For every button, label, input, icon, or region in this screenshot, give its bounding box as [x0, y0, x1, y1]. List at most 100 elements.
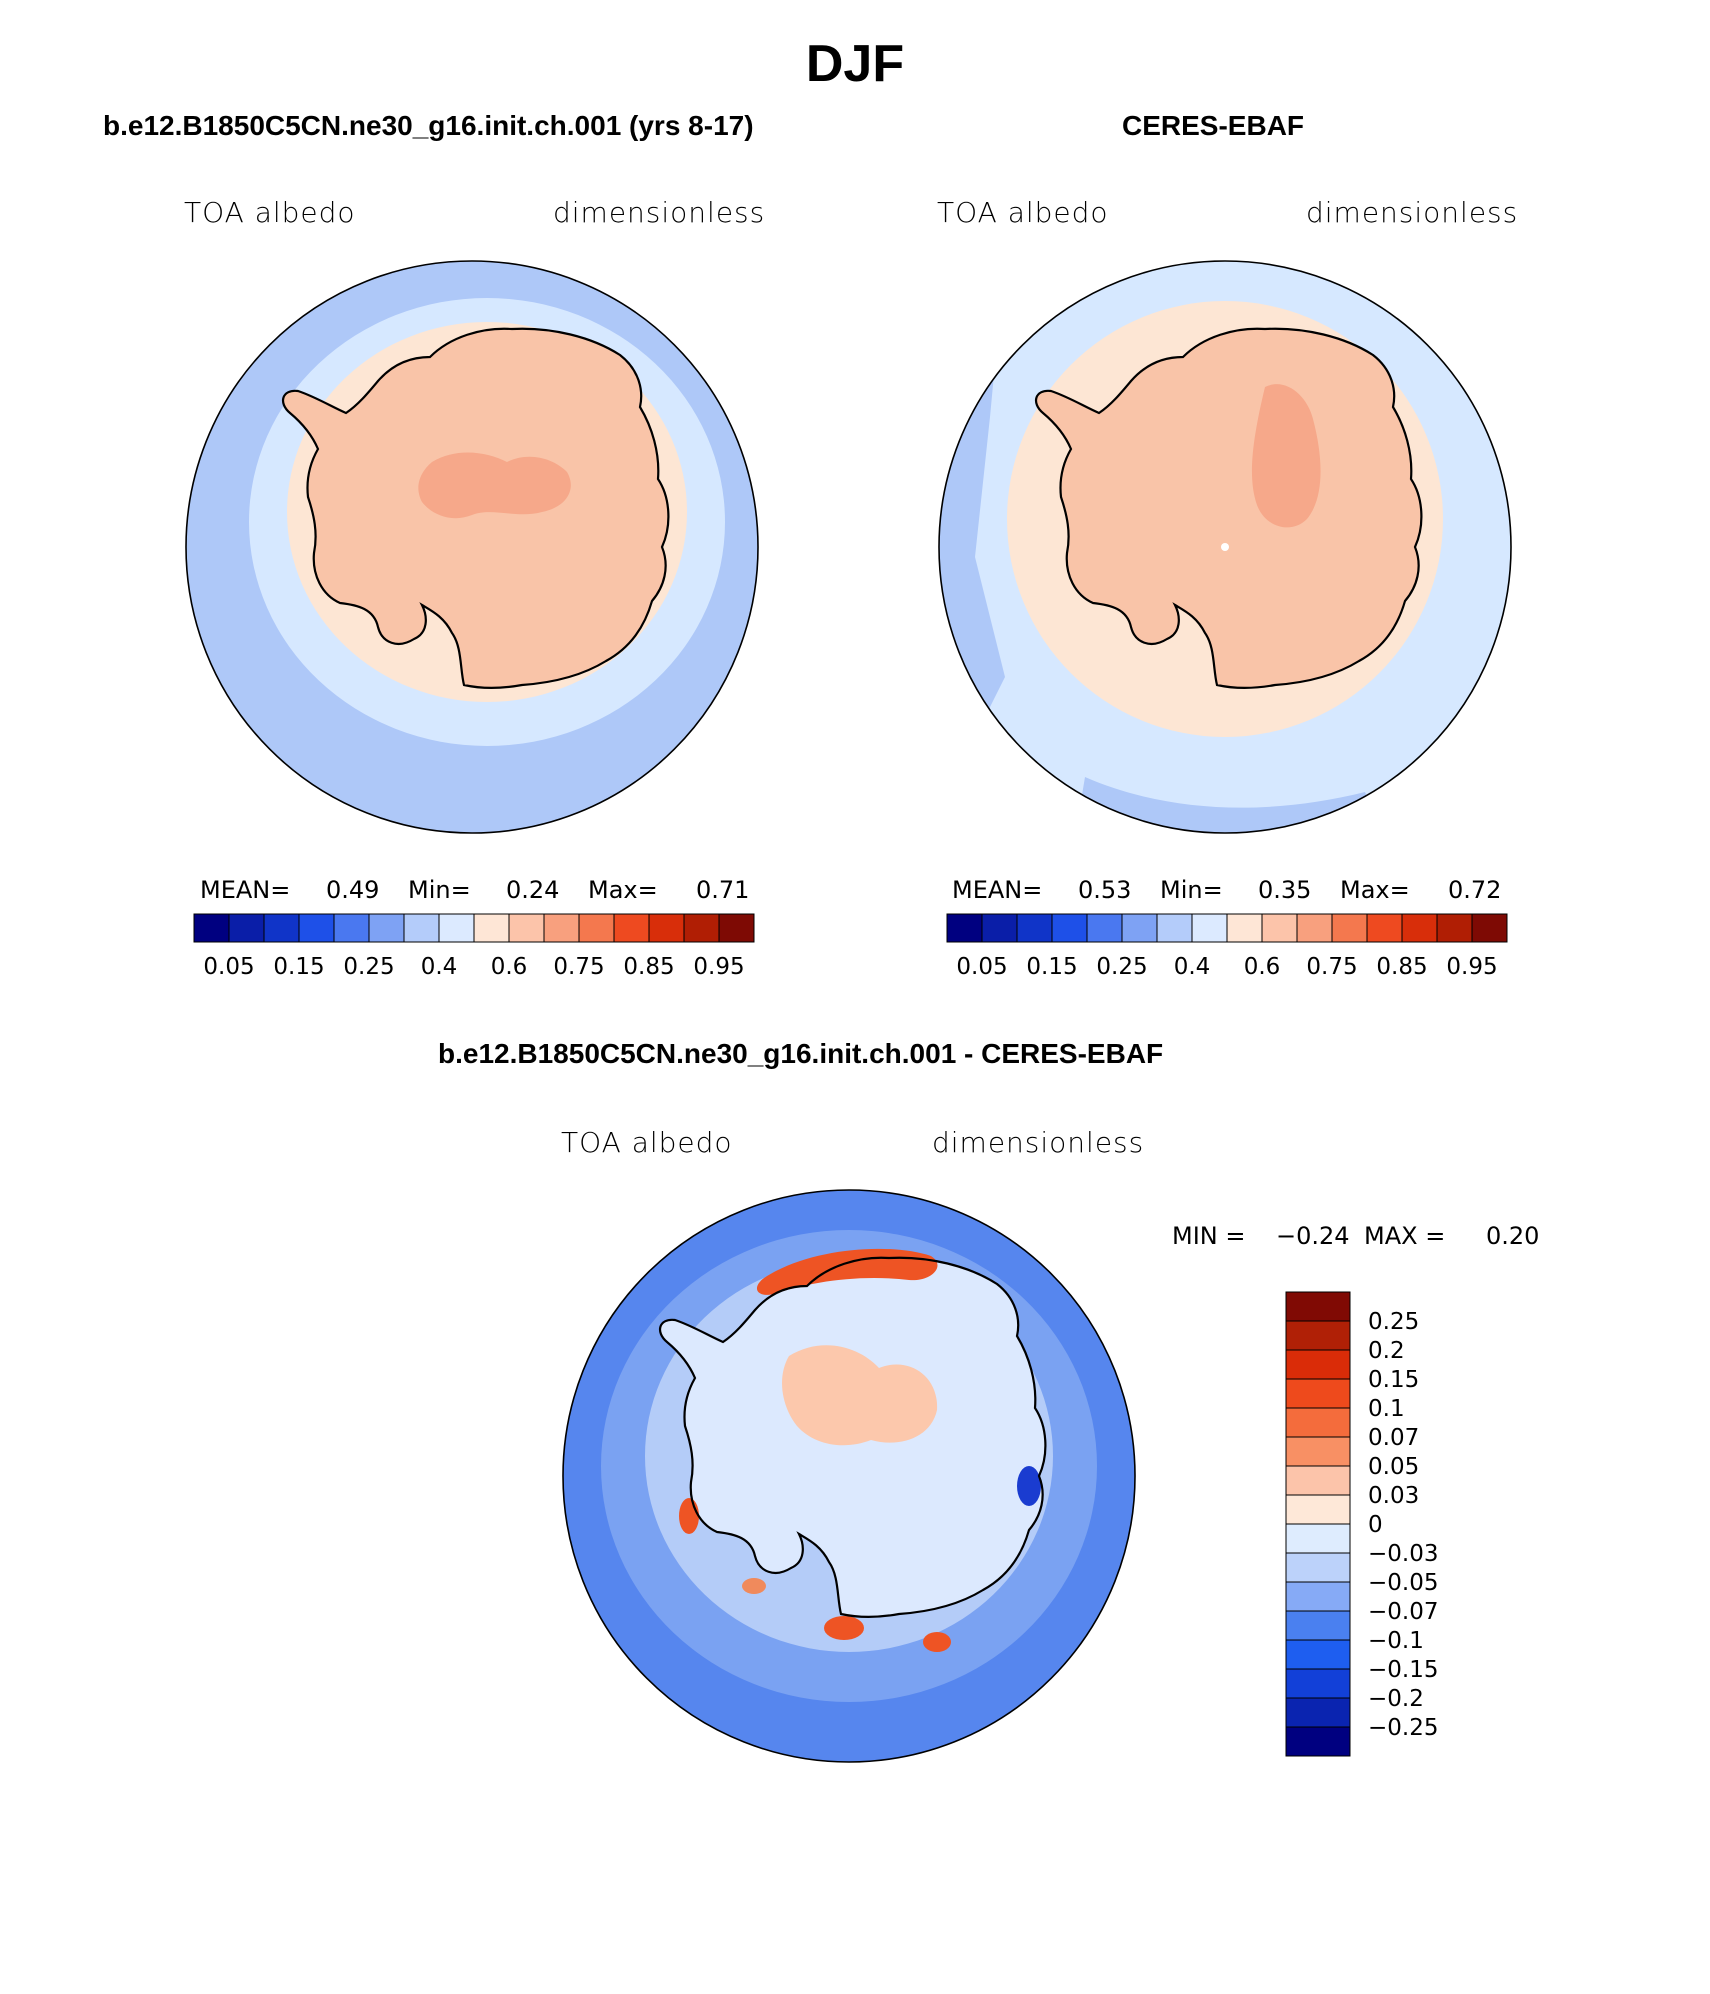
colorbar-tick-label: −0.07	[1368, 1599, 1438, 1625]
panel-2-max-label: Max=	[1340, 876, 1410, 904]
colorbar-swatch	[1285, 1668, 1351, 1699]
colorbar-tick-label: 0.6	[1244, 954, 1281, 980]
panel-3-min-label: MIN =	[1172, 1222, 1246, 1250]
panel-1-mean-value: 0.49	[326, 876, 380, 904]
panel-2-max-value: 0.72	[1448, 876, 1502, 904]
colorbar-swatch	[1296, 913, 1333, 943]
pole-hole	[1221, 543, 1229, 551]
colorbar-tick-label: 0.05	[1368, 1454, 1419, 1480]
panel-2-map	[938, 260, 1512, 834]
colorbar-swatch	[683, 913, 720, 943]
panel-2-min-label: Min=	[1160, 876, 1223, 904]
page-title: DJF	[805, 35, 905, 93]
panel-3-colorbar: 0.25 0.2 0.15 0.1 0.07 0.05 0.03 0 −0.03 −0.05 −0.…	[1285, 1291, 1438, 1757]
high-plateau	[418, 452, 571, 519]
panel-1-max-value: 0.71	[696, 876, 750, 904]
colorbar-tick-label: 0.85	[1376, 954, 1427, 980]
colorbar-tick-label: 0.95	[693, 954, 744, 980]
colorbar-tick-label: −0.1	[1368, 1628, 1424, 1654]
colorbar-swatch	[1226, 913, 1263, 943]
colorbar-swatch	[473, 913, 510, 943]
panel-2-min-value: 0.35	[1258, 876, 1312, 904]
colorbar-swatch	[1051, 913, 1088, 943]
colorbar-tick-label: 0.25	[343, 954, 394, 980]
colorbar-swatch	[1285, 1436, 1351, 1467]
positive-spot-southeast	[923, 1632, 951, 1652]
colorbar-tick-label: 0.4	[421, 954, 458, 980]
colorbar-swatch	[648, 913, 685, 943]
high-plateau	[1251, 384, 1321, 528]
colorbar-tick-label: 0.15	[1026, 954, 1077, 980]
colorbar-swatch	[1285, 1320, 1351, 1351]
colorbar-tick-label: 0.15	[1368, 1367, 1419, 1393]
colorbar-tick-label: 0.07	[1368, 1425, 1419, 1451]
positive-patch	[782, 1345, 938, 1446]
panel-2-mean-value: 0.53	[1078, 876, 1132, 904]
colorbar-swatch	[1285, 1523, 1351, 1554]
colorbar-swatch	[1191, 913, 1228, 943]
map-border	[562, 1189, 1136, 1763]
panel-3-min-value: −0.24	[1276, 1222, 1350, 1250]
colorbar-swatch	[1121, 913, 1158, 943]
colorbar-swatch	[946, 913, 983, 943]
colorbar-tick-label: 0.4	[1174, 954, 1211, 980]
colorbar-swatch	[1285, 1291, 1351, 1322]
colorbar-tick-label: 0	[1368, 1512, 1383, 1538]
colorbar-swatch	[981, 913, 1018, 943]
colorbar-swatch	[1285, 1349, 1351, 1380]
coastline	[281, 327, 670, 690]
colorbar-tick-label: −0.25	[1368, 1715, 1438, 1741]
colorbar-swatch	[1331, 913, 1368, 943]
colorbar-swatch	[718, 913, 755, 943]
colorbar-swatch	[1285, 1552, 1351, 1583]
colorbar-tick-label: 0.95	[1446, 954, 1497, 980]
colorbar-tick-label: −0.2	[1368, 1686, 1424, 1712]
coastline	[658, 1256, 1047, 1619]
panel-1-mean-label: MEAN=	[200, 876, 291, 904]
colorbar-swatch	[298, 913, 335, 943]
colorbar-swatch	[508, 913, 545, 943]
colorbar-swatch	[1285, 1697, 1351, 1728]
positive-arc-north	[756, 1248, 938, 1295]
colorbar-swatch	[578, 913, 615, 943]
colorbar-tick-label: 0.75	[1306, 954, 1357, 980]
colorbar-swatch	[263, 913, 300, 943]
positive-spot-west	[679, 1498, 699, 1534]
colorbar-swatch	[368, 913, 405, 943]
colorbar-tick-label: 0.75	[553, 954, 604, 980]
colorbar-tick-label: 0.25	[1368, 1309, 1419, 1335]
colorbar-swatch	[1261, 913, 1298, 943]
colorbar-tick-label: −0.15	[1368, 1657, 1438, 1683]
panel-2-mean-label: MEAN=	[952, 876, 1043, 904]
colorbar-swatch	[1366, 913, 1403, 943]
map-border	[185, 260, 759, 834]
colorbar-tick-label: 0.25	[1096, 954, 1147, 980]
colorbar-swatch	[1285, 1407, 1351, 1438]
panel-2-units: dimensionless	[1306, 196, 1519, 229]
colorbar-tick-label: 0.05	[956, 954, 1007, 980]
positive-spot-ross	[742, 1578, 766, 1594]
colorbar-swatch	[403, 913, 440, 943]
panel-2-title: CERES-EBAF	[1122, 110, 1305, 141]
colorbar-tick-label: 0.6	[491, 954, 528, 980]
panel-1-min-label: Min=	[408, 876, 471, 904]
panel-1-min-value: 0.24	[506, 876, 560, 904]
colorbar-swatch	[228, 913, 265, 943]
panel-3-title: b.e12.B1850C5CN.ne30_g16.init.ch.001 - C…	[438, 1038, 1164, 1069]
panel-1-map	[185, 260, 759, 834]
panel-1-variable: TOA albedo	[184, 196, 356, 229]
panel-3-variable: TOA albedo	[561, 1126, 733, 1159]
colorbar-swatch	[438, 913, 475, 943]
panel-3-max-value: 0.20	[1486, 1222, 1540, 1250]
colorbar-tick-label: 0.1	[1368, 1396, 1405, 1422]
colorbar-swatch	[1471, 913, 1508, 943]
panel-1-units: dimensionless	[553, 196, 766, 229]
continent	[1036, 328, 1422, 688]
colorbar-swatch	[1401, 913, 1438, 943]
colorbar-swatch	[1285, 1726, 1351, 1757]
colorbar-swatch	[333, 913, 370, 943]
colorbar-tick-label: 0.85	[623, 954, 674, 980]
panel-1-max-label: Max=	[588, 876, 658, 904]
colorbar-swatch	[1285, 1581, 1351, 1612]
colorbar-tick-label: 0.03	[1368, 1483, 1419, 1509]
